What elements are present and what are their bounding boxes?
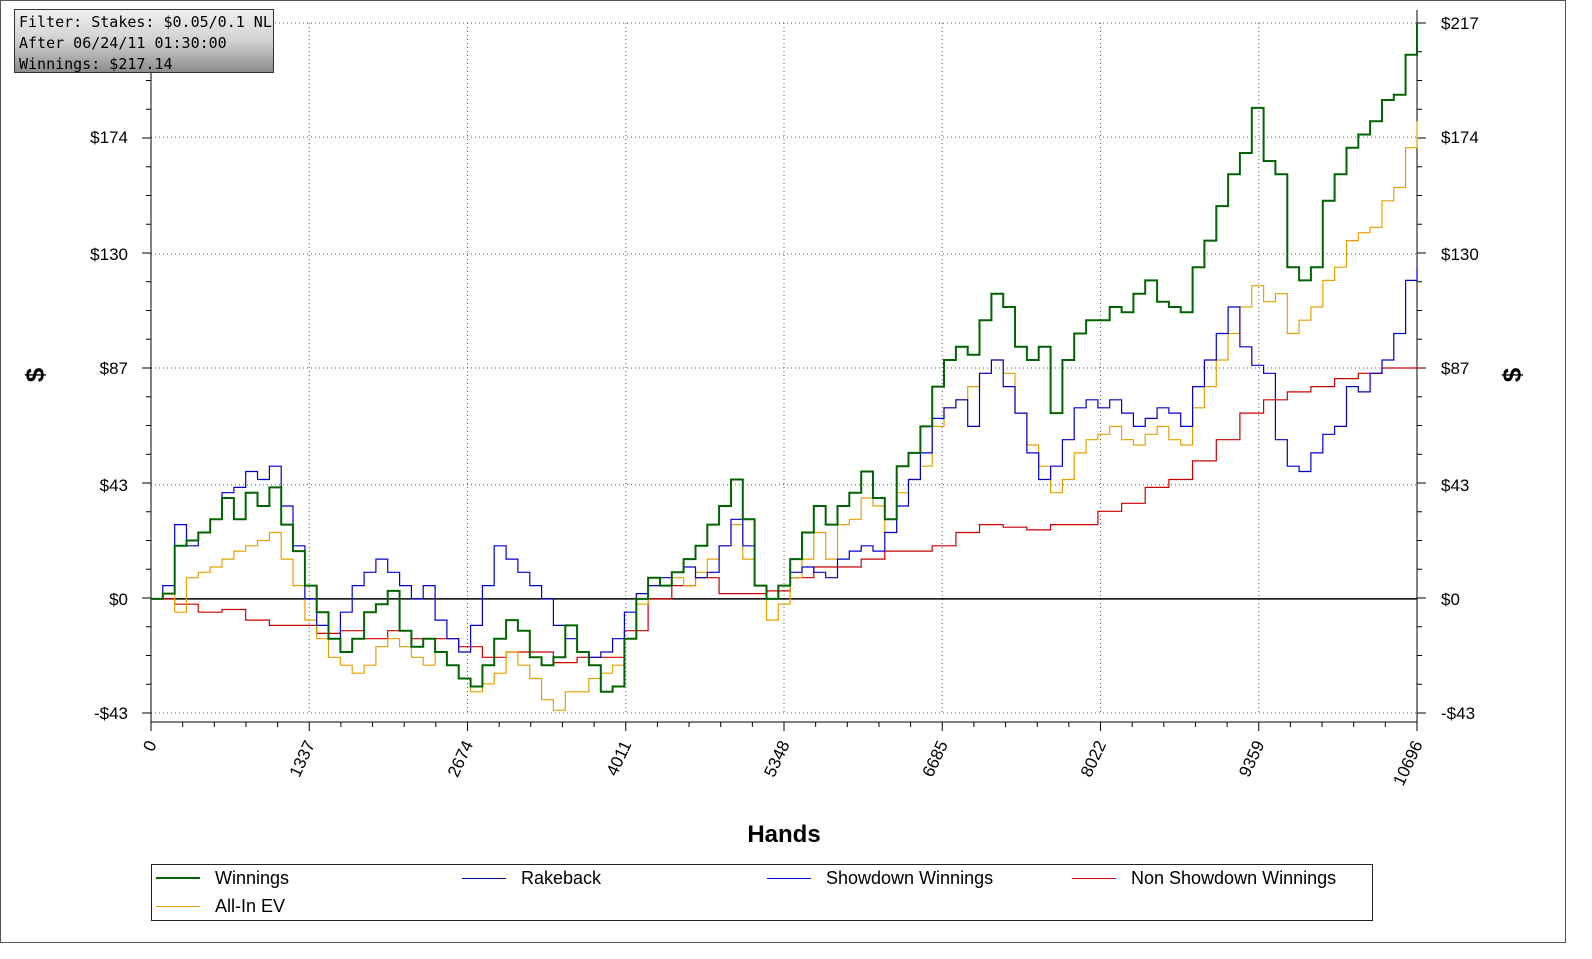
legend-label: Winnings (215, 867, 290, 888)
series-winnings (151, 23, 1418, 693)
y-axis-title-left: $ (20, 367, 50, 382)
legend-swatch (767, 877, 811, 879)
filter-stakes-text: Filter: Stakes: $0.05/0.1 NL (19, 13, 272, 31)
y-tick-label-left: $174 (90, 128, 128, 147)
y-tick-label-right: -$43 (1441, 704, 1475, 723)
y-tick-label-right: $0 (1441, 590, 1460, 609)
filter-winnings-text: Winnings: $217.14 (19, 55, 173, 73)
legend-label: All-In EV (215, 895, 286, 916)
y-tick-label-right: $87 (1441, 359, 1469, 378)
chart-svg: -$43 $0 $43 $87 $130 $174 -$43 $0 $43 $87 $130 $174… (20, 10, 1527, 848)
legend-item-rakeback: Rakeback (462, 866, 601, 890)
legend-swatch (1072, 877, 1116, 879)
legend-item-all-in-ev: All-In EV (156, 894, 285, 918)
y-tick-label-left: $130 (90, 245, 128, 264)
x-tick-label: 4011 (603, 738, 636, 779)
x-tick-label: 10696 (1389, 738, 1426, 789)
legend-label: Showdown Winnings (826, 867, 994, 888)
x-tick-label: 5348 (760, 738, 793, 780)
y-tick-label-left: $87 (100, 359, 128, 378)
legend-item-showdown-winnings: Showdown Winnings (767, 866, 993, 890)
x-tick-label: 1337 (286, 738, 319, 780)
y-axis-title-right: $ (1497, 367, 1527, 382)
legend-swatch (156, 905, 200, 907)
y-tick-label-left: $43 (100, 476, 128, 495)
y-tick-label-left: $0 (109, 590, 128, 609)
legend-swatch (462, 877, 506, 879)
legend-label: Rakeback (521, 867, 602, 888)
filter-date-text: After 06/24/11 01:30:00 (19, 34, 227, 52)
y-tick-label-right: $43 (1441, 476, 1469, 495)
series-layer (151, 23, 1418, 711)
x-axis-title: Hands (747, 821, 820, 848)
legend-item-winnings: Winnings (156, 866, 289, 890)
x-tick-label: 9359 (1235, 738, 1268, 780)
y-tick-label-left: -$43 (94, 704, 128, 723)
y-tick-label-right: $217 (1441, 14, 1479, 33)
x-tick-label: 6685 (919, 738, 952, 780)
x-tick-label: 0 (139, 738, 160, 755)
y-tick-label-right: $174 (1441, 128, 1479, 147)
x-tick-label: 8022 (1077, 738, 1110, 780)
legend-label: Non Showdown Winnings (1131, 867, 1337, 888)
chart-legend: Winnings Rakeback Showdown Winnings Non Sho… (151, 864, 1373, 921)
legend-swatch (156, 877, 200, 879)
axis-layer (142, 10, 1426, 731)
filter-info-box: Filter: Stakes: $0.05/0.1 NL After 06/24… (14, 9, 274, 73)
y-tick-label-right: $130 (1441, 245, 1479, 264)
legend-item-non-showdown-winnings: Non Showdown Winnings (1072, 866, 1336, 890)
x-tick-label: 2674 (444, 738, 477, 780)
grid-layer (151, 22, 1418, 714)
